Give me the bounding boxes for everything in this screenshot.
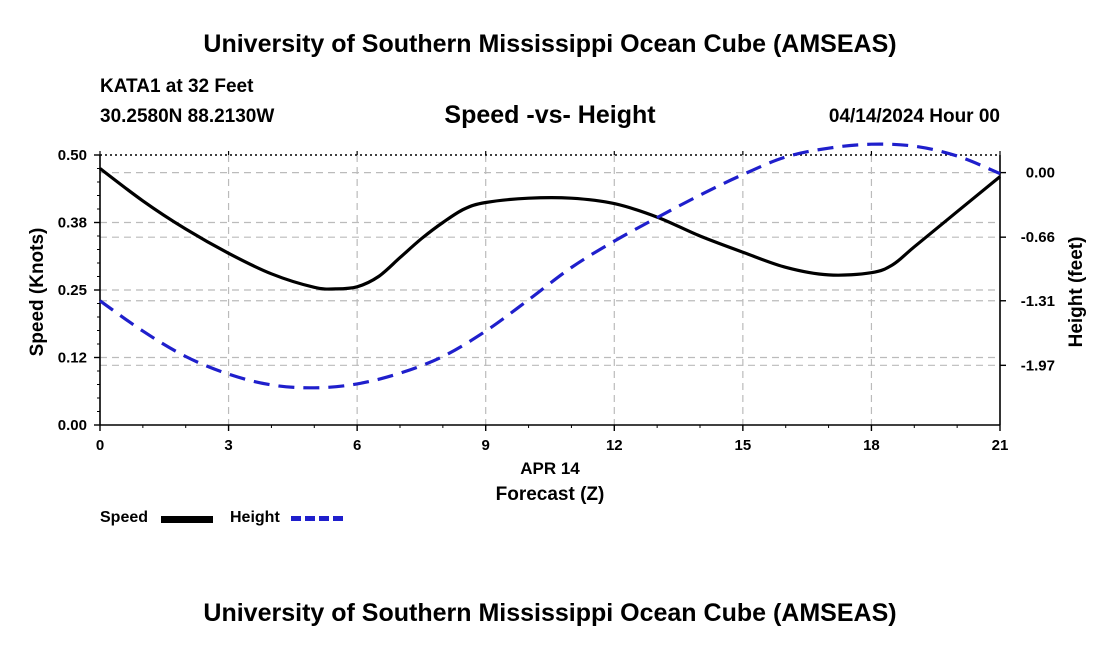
x-axis-title: Forecast (Z) bbox=[496, 484, 605, 505]
series-line-speed bbox=[99, 167, 1002, 291]
x-tick-label: 15 bbox=[735, 437, 752, 454]
x-tick-label: 12 bbox=[606, 437, 623, 454]
forecast-datetime: 04/14/2024 Hour 00 bbox=[828, 106, 1000, 127]
x-tick-label: 18 bbox=[863, 437, 880, 454]
y-tick-label: 0.38 bbox=[58, 215, 87, 232]
x-tick-label: 6 bbox=[353, 437, 361, 454]
x-tick-label: 3 bbox=[224, 437, 232, 454]
y-tick-label: 0.00 bbox=[58, 417, 87, 434]
y2-tick-label: -1.31 bbox=[1021, 293, 1055, 310]
y2-tick-label: -1.97 bbox=[1021, 357, 1055, 374]
x-tick-label: 9 bbox=[482, 437, 490, 454]
page-title: University of Southern Mississippi Ocean… bbox=[203, 30, 897, 58]
station-label: KATA1 at 32 Feet bbox=[100, 76, 254, 97]
y2-tick-label: -0.66 bbox=[1021, 229, 1055, 246]
legend-height-label: Height bbox=[230, 509, 280, 526]
x-axis-date-label: APR 14 bbox=[520, 459, 580, 478]
legend-speed-label: Speed bbox=[100, 509, 149, 526]
y2-tick-label: 0.00 bbox=[1026, 165, 1055, 182]
y-axis-title: Speed (Knots) bbox=[27, 228, 48, 357]
y-tick-label: 0.25 bbox=[58, 282, 87, 299]
y-tick-label: 0.12 bbox=[58, 350, 87, 367]
y-tick-label: 0.50 bbox=[58, 147, 87, 164]
x-tick-label: 0 bbox=[96, 437, 104, 454]
station-coordinates: 30.2580N 88.2130W bbox=[100, 106, 275, 127]
legend-height-swatch bbox=[291, 516, 343, 521]
footer-title: University of Southern Mississippi Ocean… bbox=[203, 599, 897, 627]
y2-axis-title: Height (feet) bbox=[1066, 237, 1087, 348]
chart-title: Speed -vs- Height bbox=[444, 101, 656, 129]
series-line-height bbox=[99, 142, 1001, 390]
x-tick-label: 21 bbox=[992, 437, 1009, 454]
legend-speed-swatch bbox=[161, 516, 213, 523]
